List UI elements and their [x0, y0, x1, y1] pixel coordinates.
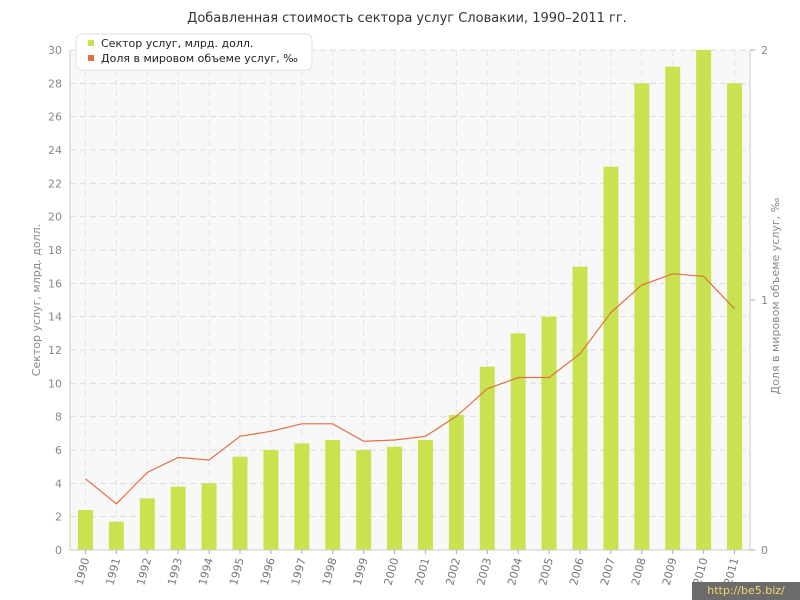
legend-swatch-bar — [88, 40, 94, 46]
y-tick-label: 24 — [48, 144, 62, 157]
right-y-tick-label: 1 — [761, 294, 768, 307]
bar — [510, 333, 526, 550]
bar — [417, 440, 433, 550]
bar — [448, 415, 464, 550]
legend: Сектор услуг, млрд. долл. Доля в мировом… — [75, 33, 313, 71]
right-y-tick-label: 0 — [761, 544, 768, 557]
x-tick-label: 1994 — [196, 556, 216, 586]
x-tick-label: 1999 — [351, 556, 371, 586]
bar — [572, 266, 588, 550]
bar — [170, 486, 186, 550]
y-tick-label: 14 — [48, 311, 62, 324]
x-tick-label: 2008 — [629, 556, 649, 586]
line-series — [85, 273, 735, 505]
bar — [603, 166, 619, 550]
watermark-link[interactable]: http://be5.biz/ — [692, 582, 800, 600]
x-tick-label: 1990 — [73, 556, 93, 586]
y-tick-label: 0 — [55, 544, 62, 557]
y-tick-label: 8 — [55, 411, 62, 424]
grid — [70, 49, 750, 551]
y-tick-label: 10 — [48, 377, 62, 390]
bar — [263, 450, 279, 550]
x-tick-label: 2005 — [536, 556, 556, 586]
bar — [479, 366, 495, 550]
y-tick-label: 12 — [48, 344, 62, 357]
x-tick-label: 1993 — [165, 556, 185, 586]
y-tick-label: 16 — [48, 277, 62, 290]
x-tick-label: 1997 — [289, 556, 309, 586]
legend-box — [75, 33, 313, 71]
bar — [201, 483, 217, 550]
y-tick-label: 28 — [48, 77, 62, 90]
y-tick-label: 18 — [48, 244, 62, 257]
y-tick-label: 6 — [55, 444, 62, 457]
legend-label-line: Доля в мировом объеме услуг, ‰ — [101, 52, 298, 65]
x-tick-label: 1995 — [227, 556, 247, 586]
bar — [696, 50, 712, 550]
y-tick-label: 26 — [48, 111, 62, 124]
bar — [108, 521, 124, 550]
x-tick-label: 2001 — [413, 556, 433, 586]
x-tick-label: 2009 — [660, 556, 680, 586]
bar — [356, 450, 372, 550]
legend-swatch-line — [88, 55, 94, 61]
x-tick-label: 1992 — [134, 556, 154, 586]
x-tick-label: 2002 — [443, 556, 463, 586]
bar — [77, 510, 93, 550]
bar — [294, 443, 310, 550]
y-tick-label: 20 — [48, 211, 62, 224]
bar — [325, 440, 341, 550]
legend-label-bar: Сектор услуг, млрд. долл. — [101, 37, 253, 50]
x-axis: 1990 1991 1992 1993 1994 1995 1996 1997 1998 1999… — [70, 549, 750, 587]
bar — [139, 498, 155, 550]
x-tick-label: 1996 — [258, 556, 278, 586]
right-axis-label: Доля в мировом объеме услуг, ‰ — [769, 197, 782, 394]
right-y-tick-label: 2 — [761, 44, 768, 57]
bar — [727, 83, 743, 550]
bar — [665, 66, 681, 551]
bar — [541, 316, 557, 550]
left-axis-label: Сектор услуг, млрд. долл. — [30, 224, 43, 376]
x-tick-label: 2007 — [598, 556, 618, 586]
x-tick-label: 2003 — [474, 556, 494, 586]
y-tick-label: 2 — [55, 511, 62, 524]
share-line — [85, 273, 735, 505]
bar — [387, 446, 403, 550]
y-tick-label: 4 — [55, 477, 62, 490]
bar — [634, 83, 650, 550]
y-tick-label: 22 — [48, 177, 62, 190]
x-tick-label: 2000 — [382, 556, 402, 586]
x-tick-label: 1991 — [103, 556, 123, 586]
x-tick-label: 2004 — [505, 556, 525, 586]
right-axis: 0 1 2 — [749, 44, 768, 557]
x-tick-label: 2006 — [567, 556, 587, 586]
bar-series — [77, 50, 743, 551]
chart-title: Добавленная стоимость сектора услуг Слов… — [187, 11, 627, 26]
bar — [232, 456, 248, 550]
x-tick-label: 1998 — [320, 556, 340, 586]
y-tick-label: 30 — [48, 44, 62, 57]
